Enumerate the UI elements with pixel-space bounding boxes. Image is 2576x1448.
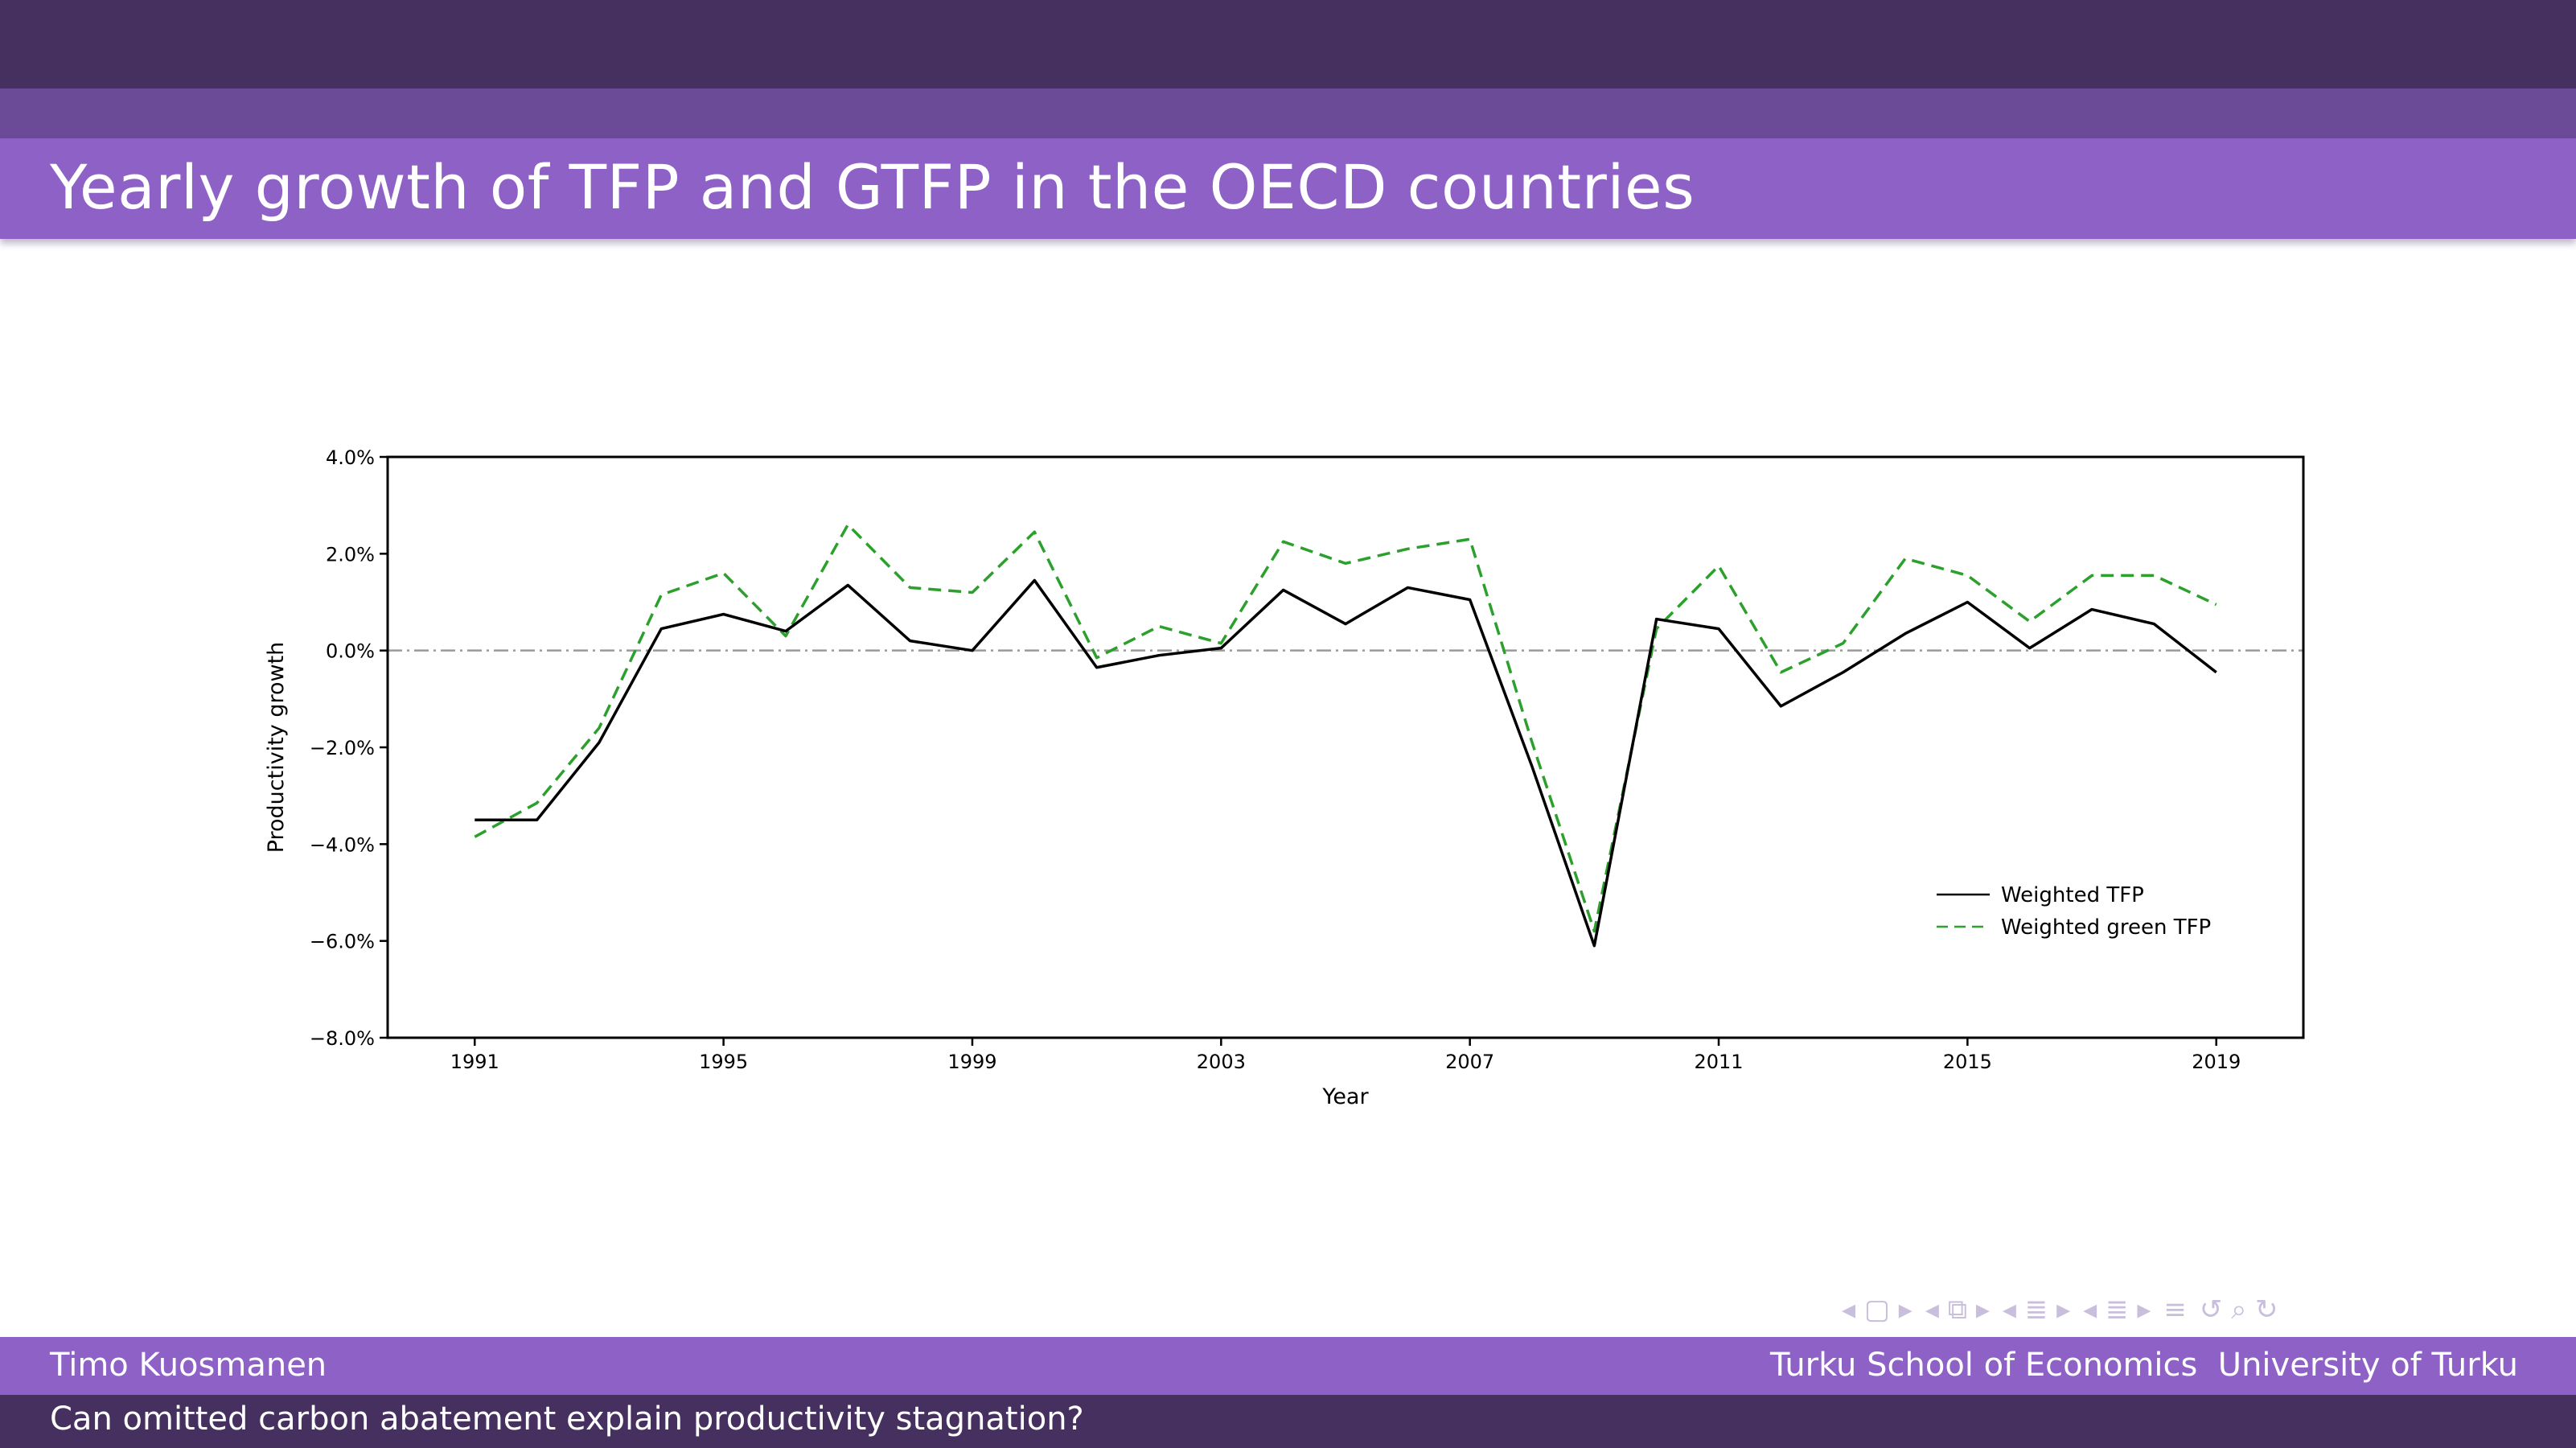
- footer-talk-title: Can omitted carbon abatement explain pro…: [50, 1401, 1084, 1438]
- legend-label-gtfp: Weighted green TFP: [2001, 915, 2211, 940]
- beamer-navigation: ◂ ▢ ▸ ◂ ⧉ ▸ ◂ ≣ ▸ ◂ ≣ ▸ ≡ ↺ ⌕ ↻: [1842, 1290, 2566, 1330]
- footer-bar-top: [0, 1337, 2576, 1395]
- y-tick-label: −4.0%: [310, 833, 375, 856]
- footer-university: University of Turku: [2217, 1347, 2518, 1384]
- series-line-weighted-green-tfp: [474, 523, 2217, 933]
- legend: Weighted TFP Weighted green TFP: [1937, 883, 2211, 940]
- nav-section-icon[interactable]: ◂ ≣ ▸: [2002, 1294, 2071, 1326]
- footer-author: Timo Kuosmanen: [50, 1347, 327, 1384]
- y-axis-label: Productivity growth: [264, 642, 289, 854]
- x-tick-label: 1999: [947, 1051, 996, 1073]
- nav-frame-icon[interactable]: ◂ ⧉ ▸: [1925, 1294, 1990, 1326]
- title-bar: [0, 138, 2576, 239]
- nav-first-icon[interactable]: ◂ ▢ ▸: [1842, 1294, 1912, 1326]
- y-tick-label: 2.0%: [326, 543, 375, 566]
- legend-label-tfp: Weighted TFP: [2001, 883, 2144, 907]
- x-tick-label: 2003: [1197, 1051, 1246, 1073]
- footer-bar-bottom: [0, 1395, 2576, 1448]
- x-tick-label: 1995: [699, 1051, 748, 1073]
- y-tick-label: 0.0%: [326, 640, 375, 663]
- header-band-mid: [0, 88, 2576, 138]
- y-tick-label: −8.0%: [310, 1027, 375, 1050]
- x-tick-label: 2015: [1943, 1051, 1992, 1073]
- x-tick-label: 2011: [1694, 1051, 1743, 1073]
- nav-align-icon[interactable]: ≡: [2163, 1294, 2187, 1326]
- nav-search-icon[interactable]: ↺ ⌕ ↻: [2199, 1294, 2278, 1326]
- x-tick-label: 2007: [1445, 1051, 1494, 1073]
- plot-frame: [386, 455, 2305, 1039]
- footer-school: Turku School of Economics: [1769, 1347, 2198, 1384]
- y-tick-label: −2.0%: [310, 737, 375, 759]
- y-tick-label: 4.0%: [326, 446, 375, 469]
- x-tick-label: 2019: [2192, 1051, 2241, 1073]
- slide-title: Yearly growth of TFP and GTFP in the OEC…: [50, 151, 1695, 223]
- nav-subsection-icon[interactable]: ◂ ≣ ▸: [2083, 1294, 2151, 1326]
- header-band-dark: [0, 0, 2576, 88]
- x-tick-label: 1991: [450, 1051, 499, 1073]
- series-line-weighted-tfp: [475, 578, 2217, 948]
- y-tick-label: −6.0%: [310, 931, 375, 953]
- footer-institution: Turku School of Economics University of …: [1770, 1347, 2518, 1384]
- x-axis-label: Year: [1321, 1084, 1369, 1109]
